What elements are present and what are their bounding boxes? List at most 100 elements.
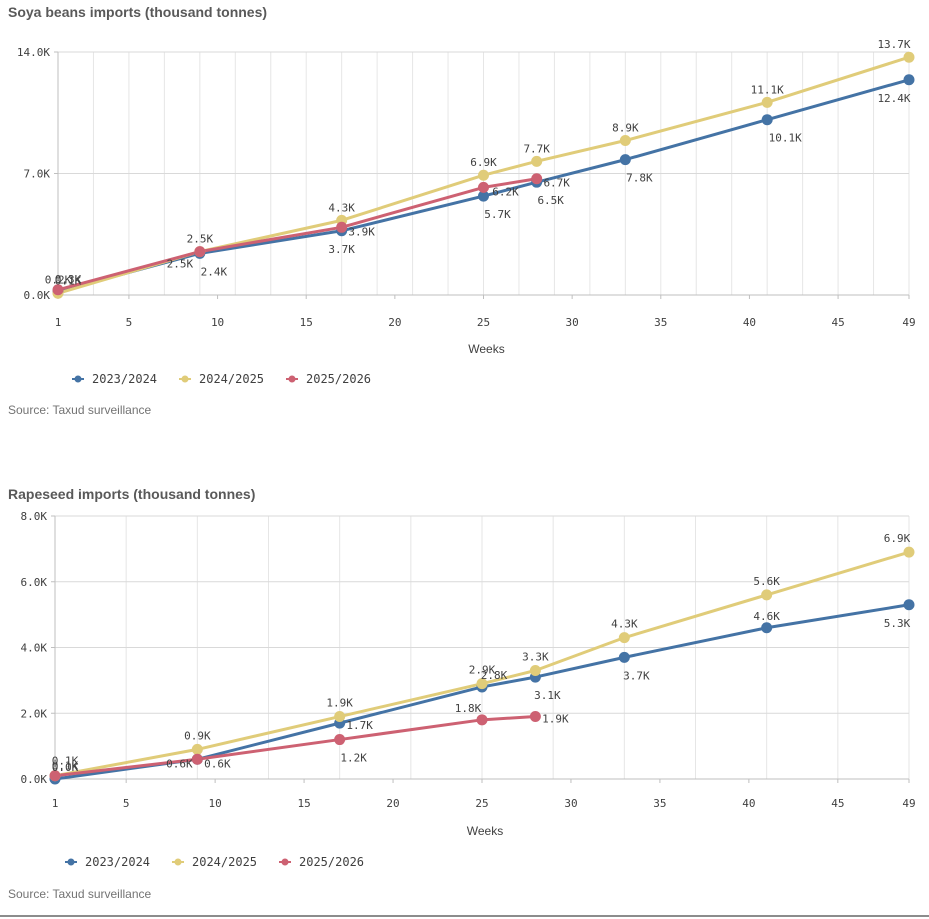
data-point [903, 51, 915, 63]
x-tick-label: 49 [902, 797, 915, 810]
x-tick-label: 20 [388, 316, 401, 329]
data-point [334, 711, 346, 723]
data-label: 2.4K [201, 265, 228, 278]
data-label: 1.7K [346, 719, 373, 732]
data-point [529, 711, 541, 723]
soya-chart-panel: Soya beans imports (thousand tonnes) 0.0… [8, 4, 916, 417]
series-line [56, 78, 911, 294]
data-point [191, 743, 203, 755]
data-label: 7.8K [626, 172, 653, 185]
data-point [761, 96, 773, 108]
data-label: 4.3K [328, 201, 355, 214]
data-label: 5.3K [884, 617, 911, 630]
legend-swatch-dot [67, 858, 75, 866]
rapeseed-chart-panel: Rapeseed imports (thousand tonnes) 0.0K 2… [0, 460, 929, 919]
x-tick-label: 40 [742, 797, 755, 810]
data-label: 0.3K [55, 273, 82, 286]
x-tick-label: 45 [831, 316, 844, 329]
y-tick-label: 7.0K [24, 168, 51, 181]
data-label: 6.9K [884, 532, 911, 545]
x-tick-label: 45 [831, 797, 844, 810]
x-axis-label: Weeks [468, 342, 504, 356]
data-label: 2.8K [481, 669, 508, 682]
data-label: 1.9K [326, 697, 353, 710]
data-point [903, 546, 915, 558]
y-tick-label: 2.0K [21, 707, 48, 720]
data-point [618, 651, 630, 663]
data-point [194, 246, 206, 258]
data-point [478, 190, 489, 202]
data-point [903, 74, 915, 86]
x-tick-label: 5 [123, 797, 130, 810]
x-tick-label: 5 [126, 316, 133, 329]
bottom-divider [0, 915, 929, 917]
data-label: 1.2K [340, 752, 367, 765]
soya-chart-title: Soya beans imports (thousand tonnes) [8, 4, 268, 20]
x-tick-label: 30 [564, 797, 577, 810]
data-label: 0.1K [55, 274, 82, 287]
x-tick-label: 15 [297, 797, 310, 810]
data-label: 6.9K [470, 156, 497, 169]
data-label: 5.7K [484, 208, 511, 221]
data-point [476, 714, 488, 726]
data-label: 7.7K [523, 142, 550, 155]
data-label: 3.1K [534, 689, 561, 702]
data-label: 6.2K [492, 185, 519, 198]
rapeseed-chart-svg: 0.0K2.0K4.0K6.0K8.0K1 5 10 15 20 25 30 35 40 45 49… [21, 510, 916, 869]
y-tick-label: 0.0K [24, 289, 51, 302]
data-point [761, 114, 773, 126]
data-point [478, 181, 489, 193]
data-point [52, 284, 64, 296]
data-label: 0.1K [52, 755, 79, 768]
data-label: 13.7K [877, 38, 910, 51]
data-label: 2.5K [187, 233, 214, 246]
legend-entry: 2025/2026 [299, 855, 364, 869]
data-label: 6.5K [537, 194, 564, 207]
data-label: 0.9K [184, 729, 211, 742]
x-tick-label: 49 [902, 316, 915, 329]
x-tick-label: 10 [209, 797, 222, 810]
legend-entry: 2023/2024 [92, 372, 157, 386]
data-label: 4.6K [753, 610, 780, 623]
data-point [334, 734, 346, 746]
legend-entry: 2025/2026 [306, 372, 371, 386]
data-label: 10.1K [769, 132, 802, 145]
data-label: 8.9K [612, 122, 639, 135]
x-tick-label: 1 [55, 316, 62, 329]
data-label: 1.8K [455, 702, 482, 715]
x-tick-label: 1 [52, 797, 59, 810]
x-axis-label: Weeks [467, 824, 503, 838]
data-label: 0.1K [52, 760, 79, 773]
data-point [529, 665, 541, 677]
data-label: 1.9K [542, 713, 569, 726]
data-point [619, 154, 631, 166]
y-tick-label: 8.0K [21, 510, 48, 523]
x-tick-label: 40 [743, 316, 756, 329]
legend-swatch-dot [74, 375, 82, 383]
rapeseed-chart-title: Rapeseed imports (thousand tonnes) [8, 486, 256, 502]
data-point [618, 632, 630, 644]
y-tick-label: 14.0K [17, 46, 50, 59]
data-point [761, 589, 773, 601]
rapeseed-chart-source: Source: Taxud surveillance [8, 887, 152, 901]
data-label: 5.6K [753, 575, 780, 588]
legend-entry: 2024/2025 [199, 372, 264, 386]
y-tick-label: 4.0K [21, 642, 48, 655]
data-label: 11.1K [751, 83, 784, 96]
data-label: 2.9K [469, 664, 496, 677]
data-point [478, 169, 489, 181]
x-tick-label: 10 [211, 316, 224, 329]
x-tick-label: 25 [477, 316, 490, 329]
legend-entry: 2024/2025 [192, 855, 257, 869]
data-label: 0.2K [45, 274, 72, 287]
data-label: 3.7K [623, 669, 650, 682]
data-point [531, 173, 543, 185]
data-label: 3.7K [328, 243, 355, 256]
data-point [476, 678, 488, 690]
soya-chart-source: Source: Taxud surveillance [8, 403, 152, 417]
data-point [531, 155, 543, 167]
data-label: 2.5K [167, 258, 194, 271]
legend-swatch-dot [288, 375, 296, 383]
x-tick-label: 15 [300, 316, 313, 329]
